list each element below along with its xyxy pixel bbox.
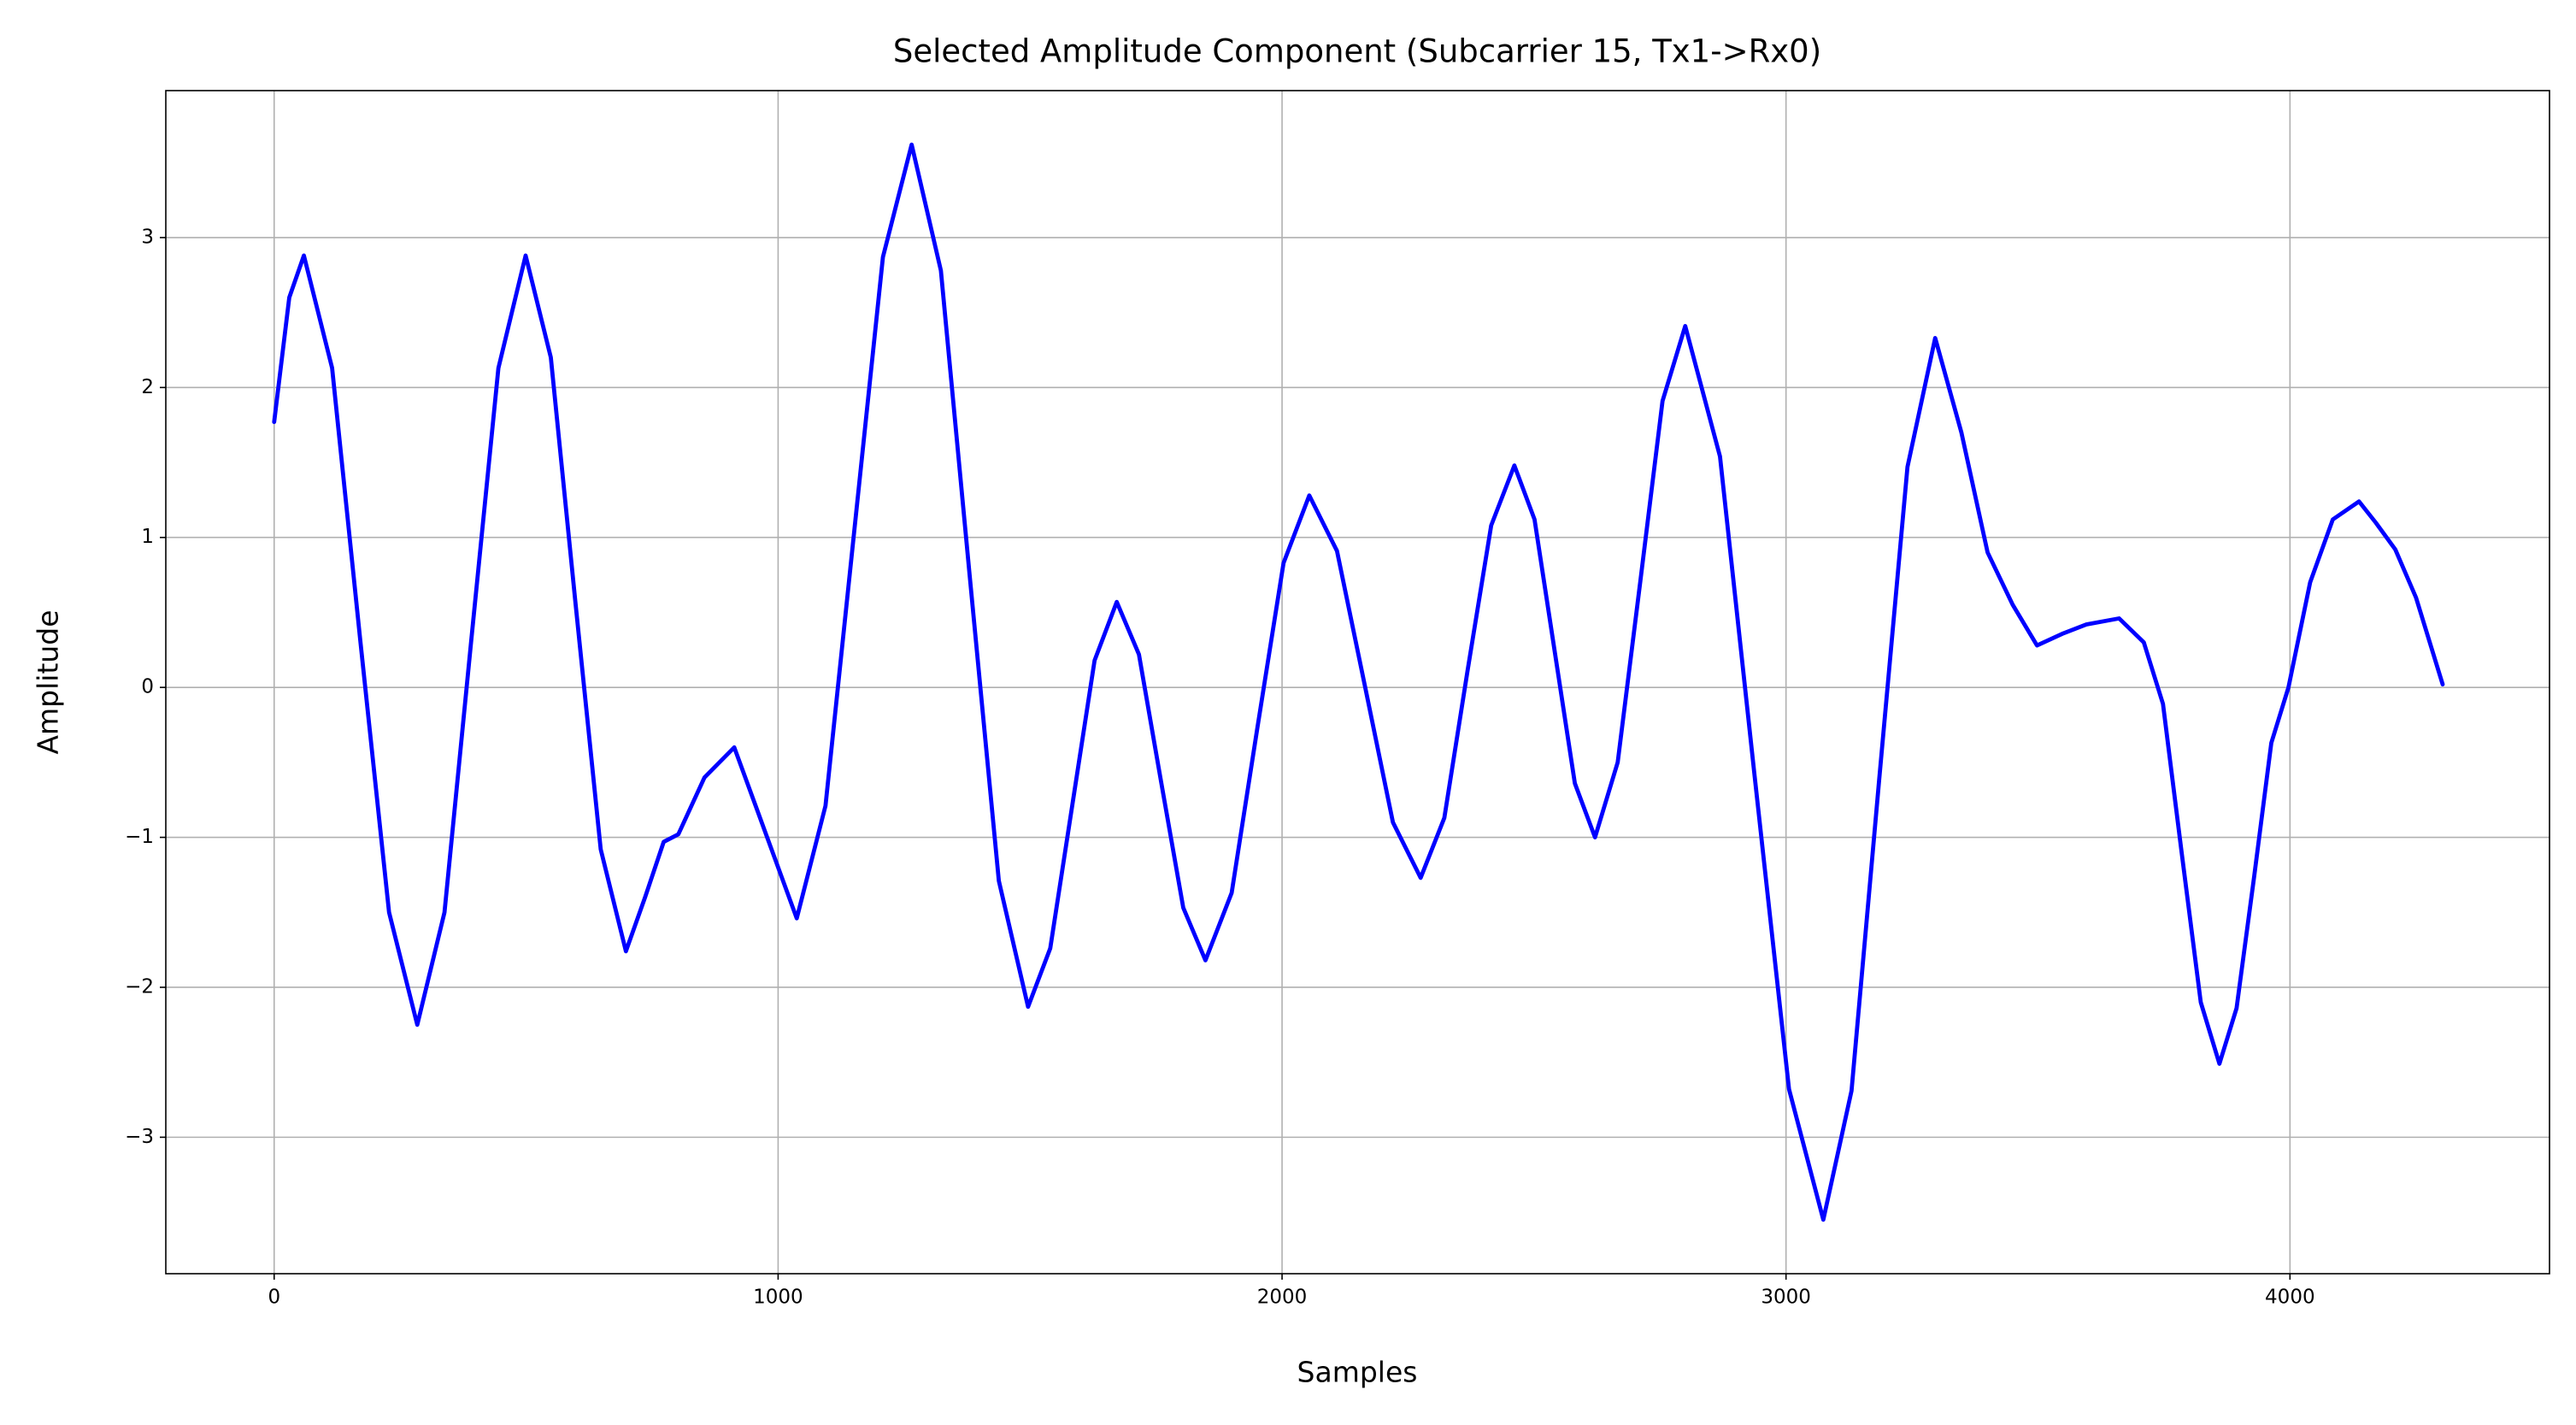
y-tick-label: −2 [125, 975, 154, 998]
y-tick-label: −1 [125, 826, 154, 848]
y-tick-label: 3 [141, 226, 154, 248]
y-axis-label: Amplitude [32, 609, 65, 754]
x-tick-label: 2000 [1257, 1287, 1308, 1309]
chart-title: Selected Amplitude Component (Subcarrier… [893, 33, 1821, 70]
x-tick-label: 3000 [1761, 1287, 1811, 1309]
y-tick-label: 2 [141, 376, 154, 398]
data-line [272, 142, 2445, 1222]
plot-frame [165, 90, 2550, 1275]
x-tick-label: 4000 [2265, 1287, 2315, 1309]
y-tick-label: −3 [125, 1126, 154, 1148]
y-tick-label: 1 [141, 526, 154, 548]
x-tick-label: 1000 [753, 1287, 803, 1309]
x-axis-label: Samples [1297, 1356, 1418, 1389]
x-tick-label: 0 [268, 1287, 280, 1309]
y-tick-label: 0 [141, 676, 154, 698]
